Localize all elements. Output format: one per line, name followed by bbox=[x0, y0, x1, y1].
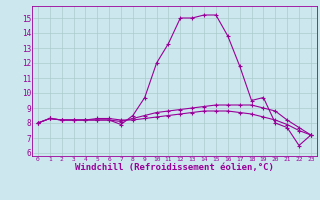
X-axis label: Windchill (Refroidissement éolien,°C): Windchill (Refroidissement éolien,°C) bbox=[75, 163, 274, 172]
